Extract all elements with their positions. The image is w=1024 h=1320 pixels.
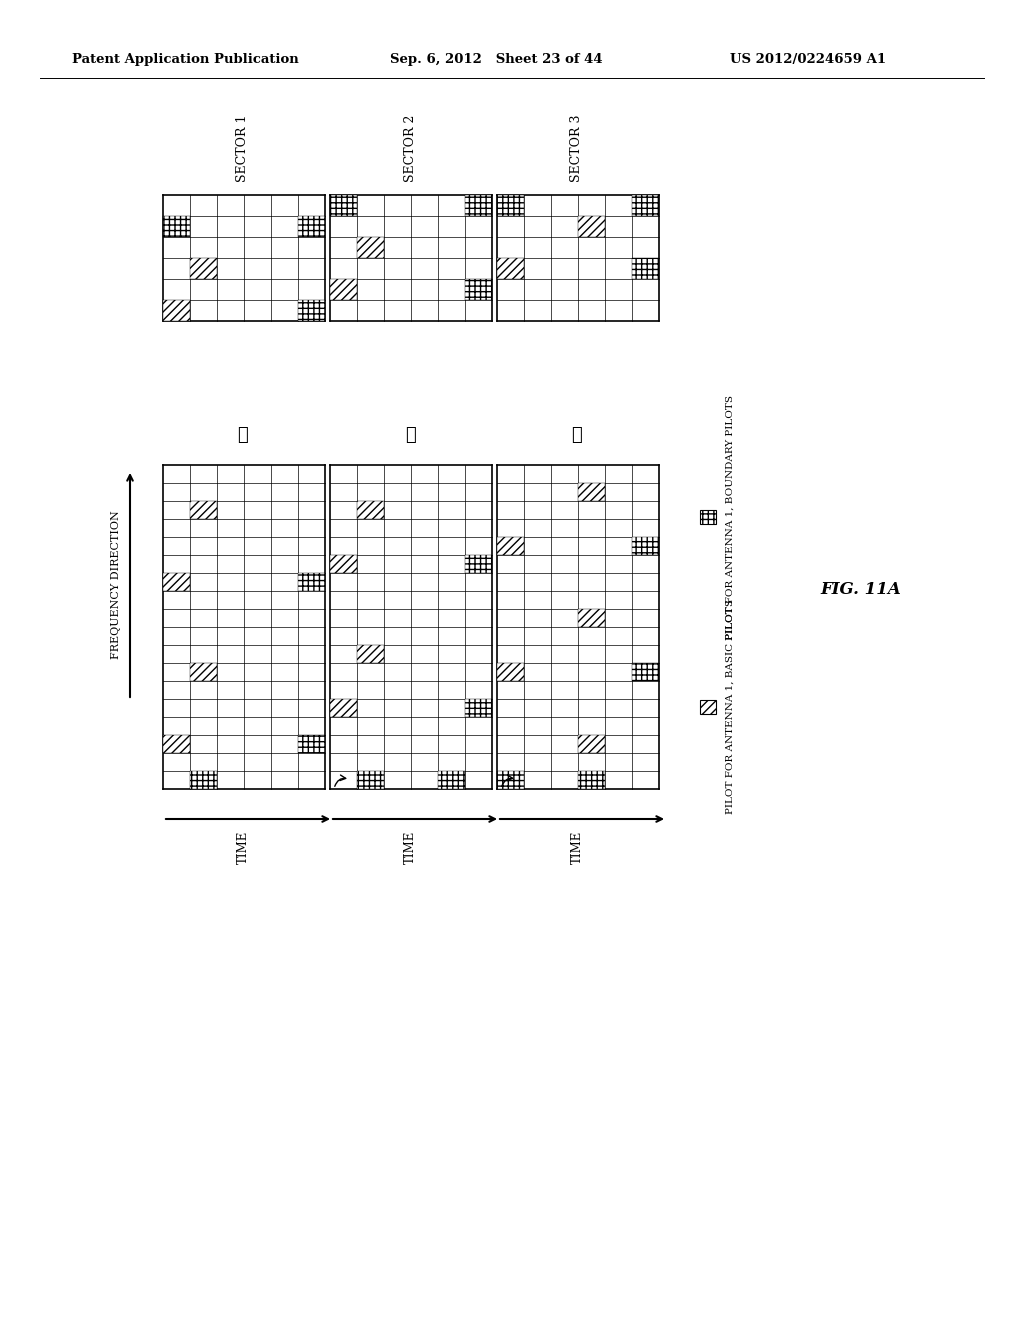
Bar [578, 483, 605, 502]
Text: SECTOR 2: SECTOR 2 [403, 115, 417, 182]
Text: TIME: TIME [403, 830, 417, 863]
Bar [632, 537, 659, 554]
Bar [465, 195, 492, 216]
Text: SECTOR 3: SECTOR 3 [570, 115, 584, 182]
Text: Sep. 6, 2012   Sheet 23 of 44: Sep. 6, 2012 Sheet 23 of 44 [390, 54, 603, 66]
Bar [578, 771, 605, 789]
Text: PILOT FOR ANTENNA 1, BASIC PILOTS: PILOT FOR ANTENNA 1, BASIC PILOTS [726, 599, 735, 814]
Bar [163, 573, 190, 591]
Bar [298, 300, 325, 321]
Bar [465, 279, 492, 300]
Bar [330, 554, 357, 573]
Bar [632, 663, 659, 681]
Text: US 2012/0224659 A1: US 2012/0224659 A1 [730, 54, 886, 66]
Text: ⋮: ⋮ [404, 426, 416, 444]
Bar [330, 279, 357, 300]
Text: FREQUENCY DIRECTION: FREQUENCY DIRECTION [111, 511, 121, 660]
Bar [497, 195, 524, 216]
Bar [632, 195, 659, 216]
Bar [357, 645, 384, 663]
Bar [578, 216, 605, 238]
Bar [330, 700, 357, 717]
Bar [497, 257, 524, 279]
Bar [190, 771, 217, 789]
Bar [163, 216, 190, 238]
Text: Patent Application Publication: Patent Application Publication [72, 54, 299, 66]
Bar [438, 771, 465, 789]
Text: PILOT FOR ANTENNA 1, BOUNDARY PILOTS: PILOT FOR ANTENNA 1, BOUNDARY PILOTS [726, 395, 735, 639]
Bar [357, 238, 384, 257]
Text: ⋮: ⋮ [571, 426, 583, 444]
Bar [578, 609, 605, 627]
Bar [357, 502, 384, 519]
Bar [578, 735, 605, 752]
Bar [298, 735, 325, 752]
Bar [357, 771, 384, 789]
Bar [190, 502, 217, 519]
Bar [298, 573, 325, 591]
Bar [497, 771, 524, 789]
Bar [465, 554, 492, 573]
Bar [298, 216, 325, 238]
Bar [163, 300, 190, 321]
Bar [700, 700, 716, 714]
Bar [632, 257, 659, 279]
Bar [700, 510, 716, 524]
Bar [465, 700, 492, 717]
Text: TIME: TIME [570, 830, 584, 863]
Text: ⋮: ⋮ [238, 426, 249, 444]
Bar [190, 257, 217, 279]
Text: FIG. 11A: FIG. 11A [820, 582, 901, 598]
Text: SECTOR 1: SECTOR 1 [237, 115, 250, 182]
Bar [163, 735, 190, 752]
Bar [497, 663, 524, 681]
Bar [330, 195, 357, 216]
Bar [190, 663, 217, 681]
Bar [497, 537, 524, 554]
Text: TIME: TIME [237, 830, 250, 863]
